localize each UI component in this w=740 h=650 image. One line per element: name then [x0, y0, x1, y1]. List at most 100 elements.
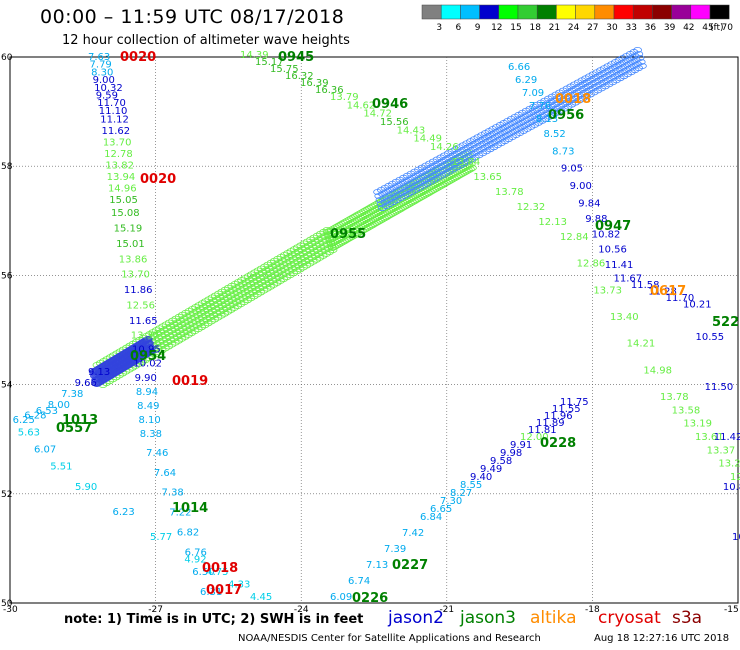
- track-b-value: 14.26: [430, 142, 459, 153]
- colorbar-swatch: [671, 4, 692, 20]
- track-a-value: 13.82: [105, 160, 134, 171]
- track-b-value: 14.72: [363, 109, 392, 120]
- track-c-value: 10.21: [683, 299, 712, 310]
- note-text: note: 1) Time is in UTC; 2) SWH is in fe…: [64, 612, 364, 627]
- track-a-value: 15.08: [111, 208, 140, 219]
- track-b-value: 13.19: [683, 419, 712, 430]
- pass-time-label: 0019: [172, 374, 208, 389]
- track-e-value: 8.00: [48, 400, 70, 411]
- credit-text: NOAA/NESDIS Center for Satellite Applica…: [238, 633, 541, 644]
- track-a-value: 14.96: [108, 184, 137, 195]
- colorbar-label: 70: [721, 23, 733, 33]
- colorbar-label: 24: [568, 23, 580, 33]
- colorbar-label: 36: [645, 23, 657, 33]
- ascending-track-mark: [322, 240, 332, 247]
- ascending-track-mark: [146, 343, 156, 350]
- lon-tick-label: -24: [294, 605, 309, 615]
- pass-time-label: 0017: [206, 583, 242, 598]
- ascending-track-mark: [319, 228, 329, 235]
- pass-time-label: 0946: [372, 97, 408, 112]
- track-a-value: 7.22: [169, 508, 191, 519]
- lat-tick-label: 50: [1, 599, 13, 609]
- track-a-value: 13.70: [103, 137, 132, 148]
- ascending-track-mark: [233, 302, 243, 309]
- track-e-value: 6.23: [113, 507, 135, 518]
- colorbar-swatch: [517, 4, 538, 20]
- ascending-track-mark: [207, 318, 216, 325]
- track-a-value: 8.49: [137, 401, 159, 412]
- track-c-value: 6.29: [515, 75, 537, 86]
- ascending-track-mark: [145, 344, 155, 351]
- track-a-value: 7.46: [146, 448, 168, 459]
- track-d-value: 9.49: [480, 464, 502, 475]
- track-a-value: 10.95: [132, 345, 161, 356]
- track-c-value: 7.09: [522, 88, 544, 99]
- ascending-track-mark: [200, 322, 210, 329]
- track-d-value: 6.09: [330, 592, 352, 603]
- ascending-track-mark: [239, 299, 249, 306]
- ascending-track-mark: [193, 326, 203, 333]
- ascending-track-mark: [167, 341, 177, 348]
- track-b-value: 15.56: [380, 117, 409, 128]
- track-c-value: 9.88: [585, 214, 607, 225]
- track-c-value: 6.66: [508, 62, 530, 73]
- lon-tick-label: -18: [585, 605, 600, 615]
- track-a-value: 6.82: [177, 527, 199, 538]
- track-b-value: 13.40: [610, 312, 639, 323]
- track-e-value: 6.25: [13, 415, 35, 426]
- track-a-value: 7.63: [88, 52, 110, 63]
- track-c-value: 11.50: [705, 382, 734, 393]
- track-e-value: 5.51: [50, 462, 72, 473]
- track-d-value: 7.39: [384, 544, 406, 555]
- pass-time-label: 1013: [62, 413, 98, 428]
- track-e-value: 4.75: [206, 567, 228, 578]
- ascending-track-mark: [276, 277, 285, 284]
- track-c-value: 8.13: [536, 114, 558, 125]
- track-e-value: 9.13: [88, 367, 110, 378]
- graticule-grid: [10, 57, 738, 603]
- track-a-value: 9.59: [96, 90, 118, 101]
- track-c-value: 7.76: [529, 101, 551, 112]
- track-b-value: 14.43: [397, 125, 426, 136]
- ascending-track-mark: [295, 266, 305, 273]
- ascending-track-mark: [320, 232, 330, 239]
- colorbar-label: 30: [606, 23, 618, 33]
- track-c-value: 11.67: [613, 273, 642, 284]
- track-d-value: 11.96: [544, 411, 573, 422]
- track-d-value: 7.13: [366, 560, 388, 571]
- track-d-value: 6.84: [420, 512, 442, 523]
- track-a-value: 13.94: [107, 172, 136, 183]
- ascending-track-mark: [203, 320, 213, 327]
- colorbar-swatch: [690, 4, 711, 20]
- ascending-track-mark: [299, 264, 308, 271]
- track-a-value: 8.10: [138, 415, 160, 426]
- ascending-track-mark: [187, 329, 197, 336]
- track-d-value: 12.00: [520, 432, 549, 443]
- track-a-value: 8.94: [136, 387, 158, 398]
- track-b-value: 14.39: [240, 50, 269, 61]
- ascending-track-mark: [636, 59, 646, 66]
- track-b-value: 12.86: [577, 259, 606, 270]
- track-b-value: 15.75: [270, 64, 299, 75]
- track-a-value: 7.79: [90, 60, 112, 71]
- track-d-value: 9.40: [470, 472, 492, 483]
- ascending-track-mark: [305, 260, 315, 267]
- track-a-value: 11.62: [102, 126, 131, 137]
- ascending-track-mark: [157, 347, 167, 354]
- ascending-track-mark: [638, 63, 647, 70]
- track-a-value: 15.01: [116, 239, 145, 250]
- lat-tick-label: 60: [1, 53, 13, 63]
- ascending-track-mark: [142, 336, 152, 343]
- satellite-tracks: 7.637.798.309.0010.329.5911.7011.1011.12…: [13, 47, 740, 606]
- track-d-value: 6.65: [430, 504, 452, 515]
- ascending-track-mark: [246, 295, 256, 302]
- track-a-value: 8.38: [140, 429, 162, 440]
- pass-time-label: 0945: [278, 50, 314, 65]
- colorbar-swatch: [594, 4, 615, 20]
- track-b-value: 16.32: [285, 71, 314, 82]
- track-b-value: 15.17: [255, 57, 284, 68]
- colorbar-swatch: [498, 4, 519, 20]
- track-c-value: 9.84: [578, 199, 600, 210]
- ascending-track-mark: [220, 310, 229, 317]
